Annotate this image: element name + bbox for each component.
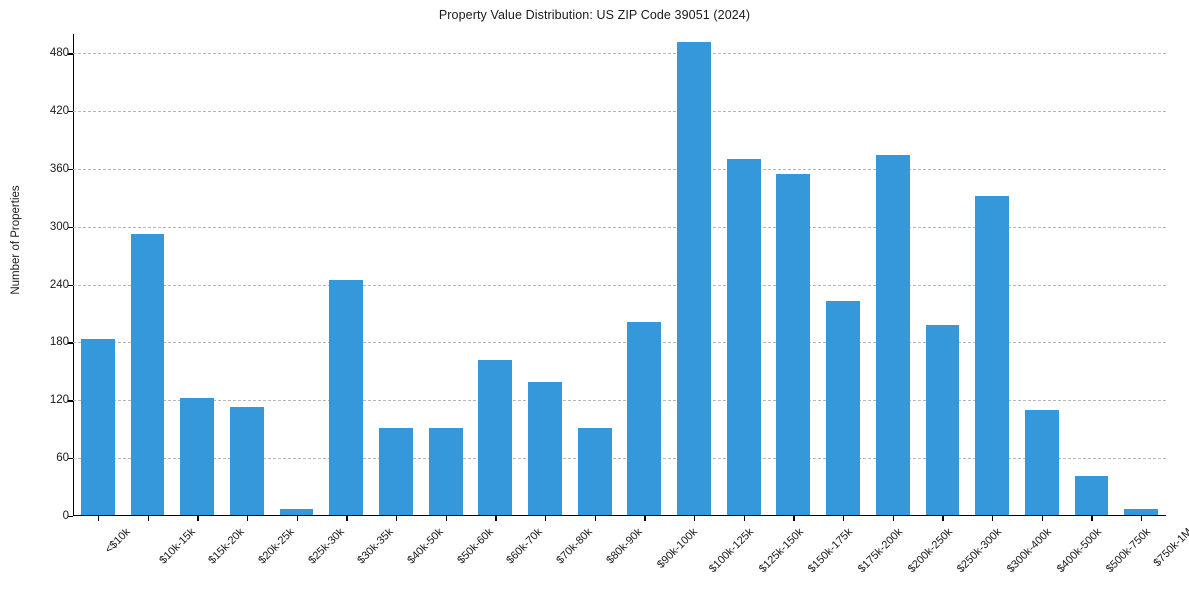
x-tick-mark — [942, 516, 944, 521]
x-tick-label: $50k-60k — [454, 526, 496, 567]
gridline — [73, 53, 1166, 55]
bar[interactable] — [80, 339, 115, 515]
bar[interactable] — [627, 321, 662, 515]
y-tick-label: 120 — [49, 394, 69, 407]
bar[interactable] — [577, 427, 612, 515]
x-tick-mark — [1091, 516, 1093, 521]
x-tick-mark — [97, 516, 100, 521]
y-tick-label: 480 — [49, 47, 69, 60]
y-tick-mark — [68, 168, 73, 171]
x-tick-label: $25k-30k — [305, 526, 347, 567]
bar[interactable] — [379, 427, 413, 515]
plot-area: Number of Properties 0 60 120 180 240 300 360 4… — [10, 34, 1189, 575]
y-tick-mark — [68, 400, 73, 402]
gridline — [73, 226, 1166, 228]
y-tick-label: 300 — [49, 220, 69, 233]
bar[interactable] — [726, 159, 761, 515]
x-tick-label: $20k-25k — [256, 526, 297, 567]
x-tick-label: $250k-300k — [955, 526, 1005, 576]
x-tick-mark — [246, 516, 249, 521]
x-tick-mark — [843, 516, 845, 521]
x-tick-mark — [445, 516, 447, 521]
y-tick-mark — [68, 458, 73, 460]
x-tick-label: $300k-400k — [1004, 526, 1055, 576]
x-tick-label: $80k-90k — [603, 526, 645, 567]
gridline — [73, 284, 1166, 286]
x-tick-label: $150k-175k — [806, 526, 856, 576]
y-tick-mark — [68, 111, 73, 113]
bar[interactable] — [329, 280, 364, 515]
x-tick-mark — [644, 516, 646, 521]
x-tick-label: $90k-100k — [655, 526, 701, 571]
x-tick-mark — [743, 516, 745, 521]
x-tick-mark — [992, 516, 994, 521]
bar[interactable] — [975, 195, 1009, 515]
x-tick-label: $10k-15k — [156, 526, 198, 567]
y-tick-mark — [68, 53, 73, 55]
y-axis-line — [73, 34, 75, 516]
y-tick-label: 420 — [49, 105, 69, 118]
x-tick-mark — [495, 516, 497, 521]
x-axis-line — [73, 514, 1166, 516]
y-tick-mark — [68, 342, 73, 344]
x-tick-label: $30k-35k — [355, 526, 397, 567]
bar[interactable] — [279, 508, 314, 515]
x-tick-mark — [395, 516, 398, 521]
x-tick-mark — [694, 516, 696, 521]
x-tick-mark — [544, 516, 547, 521]
x-tick-mark — [1141, 516, 1143, 521]
y-tick-mark — [68, 284, 73, 286]
x-tick-label: <$10k — [102, 526, 133, 556]
x-tick-label: $400k-500k — [1054, 526, 1104, 576]
gridline — [73, 342, 1166, 344]
bar[interactable] — [1074, 476, 1109, 515]
x-tick-mark — [296, 516, 298, 521]
bar[interactable] — [776, 174, 811, 515]
x-tick-label: $175k-200k — [855, 526, 906, 576]
x-tick-label: $60k-70k — [504, 526, 546, 567]
gridline — [73, 111, 1166, 113]
bar[interactable] — [1124, 508, 1159, 515]
y-tick-label: 240 — [49, 278, 69, 291]
x-tick-mark — [793, 516, 795, 521]
x-tick-mark — [892, 516, 895, 521]
bar[interactable] — [925, 324, 960, 515]
x-tick-mark — [1041, 516, 1044, 521]
x-tick-label: $15k-20k — [206, 526, 247, 567]
bar[interactable] — [677, 42, 711, 515]
x-tick-label: $125k-150k — [756, 526, 806, 576]
x-tick-label: $100k-125k — [706, 526, 757, 576]
bar[interactable] — [180, 398, 215, 515]
x-tick-mark — [594, 516, 596, 521]
x-tick-label: $200k-250k — [905, 526, 955, 576]
x-tick-label: $500k-750k — [1104, 526, 1154, 576]
bar[interactable] — [826, 300, 860, 515]
bar[interactable] — [130, 234, 165, 515]
bar[interactable] — [229, 406, 264, 515]
y-tick-label: 0 — [62, 510, 69, 522]
x-tick-mark — [197, 516, 199, 521]
x-tick-label: $750k-1M — [1151, 526, 1189, 570]
x-tick-mark — [346, 516, 348, 521]
bar[interactable] — [528, 381, 562, 515]
x-tick-mark — [147, 516, 149, 521]
x-tick-label: $70k-80k — [554, 526, 595, 567]
y-tick-mark — [68, 226, 73, 229]
y-tick-mark — [68, 516, 73, 518]
y-tick-label: 60 — [56, 452, 69, 465]
x-tick-label: $40k-50k — [405, 526, 446, 567]
gridline — [73, 400, 1166, 402]
chart-title: Property Value Distribution: US ZIP Code… — [438, 8, 751, 22]
bar[interactable] — [875, 155, 910, 515]
bar[interactable] — [478, 359, 513, 515]
y-tick-label: 360 — [49, 162, 69, 175]
y-tick-label: 180 — [49, 336, 69, 349]
bar[interactable] — [1024, 409, 1059, 515]
gridline — [73, 168, 1166, 170]
bar[interactable] — [428, 427, 463, 515]
gridline — [73, 458, 1166, 460]
